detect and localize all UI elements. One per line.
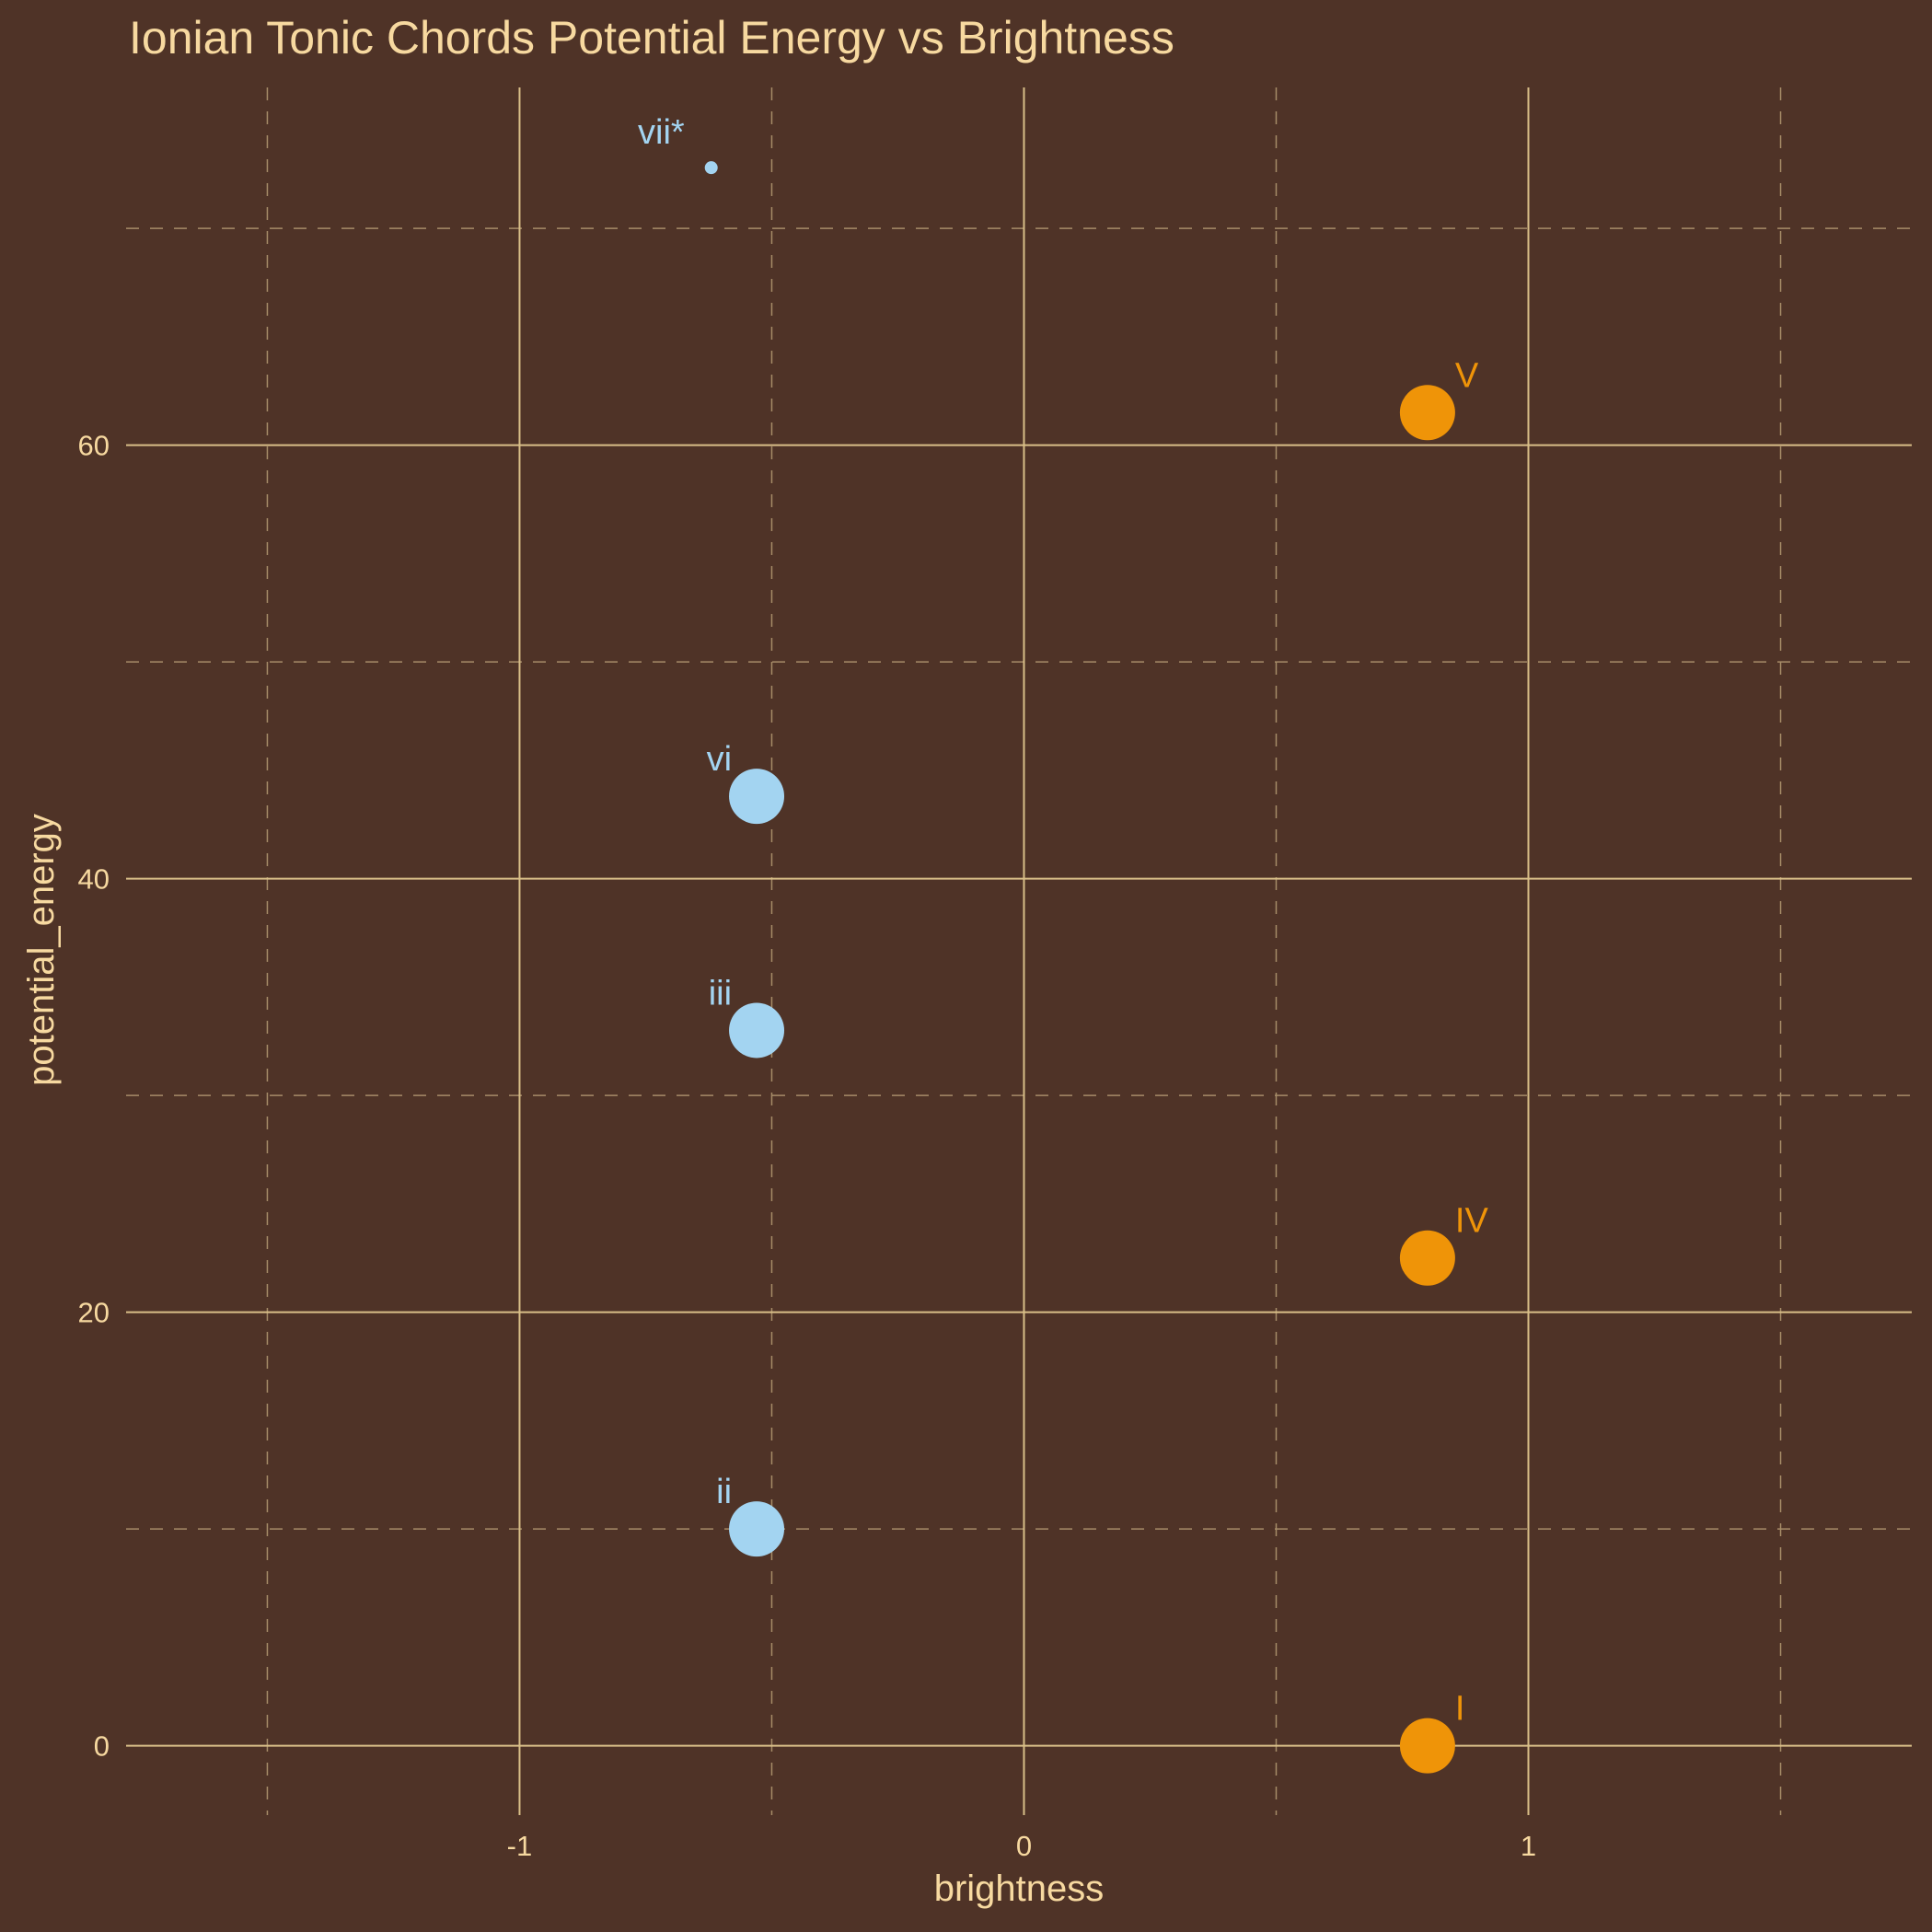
y-tick-label: 0 [94,1730,110,1763]
x-tick-label: 1 [1521,1830,1536,1862]
data-point [1399,1718,1455,1774]
data-point [704,161,718,175]
y-axis-title: potential_energy [21,814,62,1086]
data-point [729,1501,785,1557]
x-tick-label: 0 [1016,1830,1032,1862]
data-point-label: V [1455,356,1479,395]
data-point-label: iii [709,974,732,1012]
data-point [729,769,785,825]
y-tick-label: 60 [78,430,110,462]
y-tick-label: 20 [78,1297,110,1329]
data-point [1399,1230,1455,1286]
x-tick-label: -1 [507,1830,533,1862]
data-point-label: ii [716,1473,732,1511]
data-point-label: vii* [638,113,685,152]
data-point [729,1002,785,1059]
x-axis-title: brightness [934,1868,1105,1909]
y-tick-label: 40 [78,863,110,896]
grid [126,87,1912,1815]
data-point [1399,385,1455,441]
chart-title: Ionian Tonic Chords Potential Energy vs … [129,12,1174,64]
data-point-label: IV [1455,1202,1489,1241]
data-point-label: vi [707,740,732,779]
data-point-label: I [1455,1690,1465,1729]
